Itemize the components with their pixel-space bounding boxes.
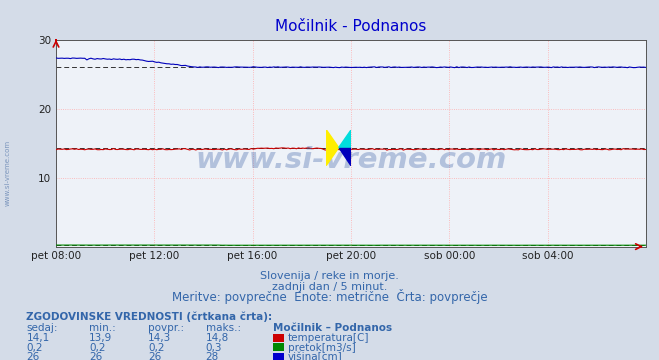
Text: 14,1: 14,1 [26,333,49,343]
Text: 26: 26 [89,352,102,360]
Text: www.si-vreme.com: www.si-vreme.com [5,140,11,206]
Text: zadnji dan / 5 minut.: zadnji dan / 5 minut. [272,282,387,292]
Text: temperatura[C]: temperatura[C] [288,333,370,343]
Text: višina[cm]: višina[cm] [288,352,343,360]
Text: 0,2: 0,2 [148,343,165,353]
Polygon shape [326,130,339,166]
Text: 14,3: 14,3 [148,333,171,343]
Text: povpr.:: povpr.: [148,323,185,333]
Text: 14,8: 14,8 [206,333,229,343]
Text: www.si-vreme.com: www.si-vreme.com [195,146,507,174]
Text: 0,2: 0,2 [26,343,43,353]
Text: 0,2: 0,2 [89,343,105,353]
Text: sedaj:: sedaj: [26,323,58,333]
Text: ZGODOVINSKE VREDNOSTI (črtkana črta):: ZGODOVINSKE VREDNOSTI (črtkana črta): [26,311,272,322]
Polygon shape [339,130,351,148]
Text: 28: 28 [206,352,219,360]
Title: Močilnik - Podnanos: Močilnik - Podnanos [275,19,426,34]
Text: Meritve: povprečne  Enote: metrične  Črta: povprečje: Meritve: povprečne Enote: metrične Črta:… [172,289,487,303]
Text: 26: 26 [26,352,40,360]
Text: min.:: min.: [89,323,116,333]
Text: 13,9: 13,9 [89,333,112,343]
Text: Slovenija / reke in morje.: Slovenija / reke in morje. [260,271,399,281]
Text: 0,3: 0,3 [206,343,222,353]
Text: Močilnik – Podnanos: Močilnik – Podnanos [273,323,393,333]
Polygon shape [339,148,351,166]
Text: maks.:: maks.: [206,323,241,333]
Text: pretok[m3/s]: pretok[m3/s] [288,343,356,353]
Text: 26: 26 [148,352,161,360]
